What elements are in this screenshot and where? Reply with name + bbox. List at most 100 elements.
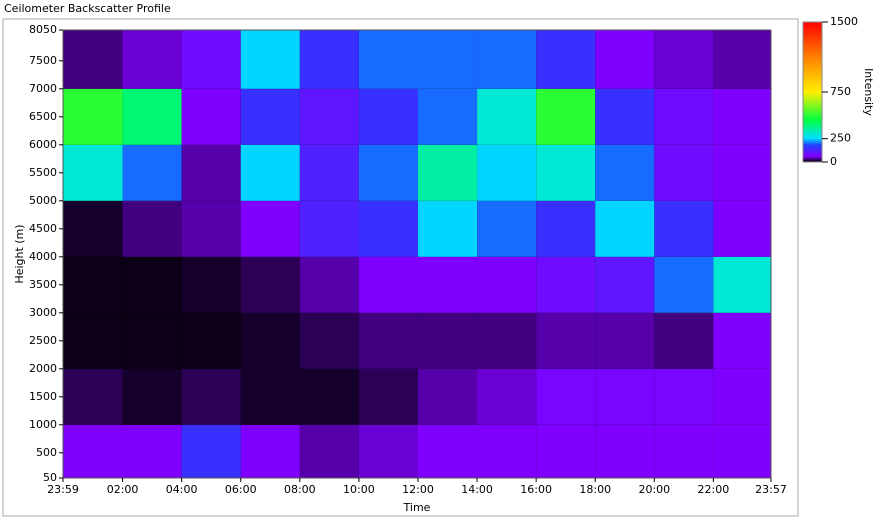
- heatmap-cell: [477, 424, 537, 478]
- heatmap-cell: [299, 424, 359, 478]
- heatmap-cell: [654, 200, 714, 257]
- heatmap-cell: [358, 256, 418, 313]
- heatmap-cell: [122, 88, 182, 145]
- y-tick-label: 3000: [29, 306, 57, 319]
- heatmap-cell: [181, 88, 241, 145]
- x-tick-label: 22:00: [698, 483, 730, 496]
- heatmap-cell: [181, 256, 241, 313]
- heatmap-cell: [299, 88, 359, 145]
- heatmap-cell: [477, 200, 537, 257]
- heatmap-cell: [358, 200, 418, 257]
- y-tick-label: 8050: [29, 23, 57, 36]
- heatmap-cell: [240, 200, 300, 257]
- chart-title: Ceilometer Backscatter Profile: [4, 2, 171, 15]
- colorbar: [802, 21, 823, 163]
- y-tick-label: 500: [36, 446, 57, 459]
- y-tick-label: 6500: [29, 110, 57, 123]
- x-tick-label: 06:00: [225, 483, 257, 496]
- heatmap-cell: [595, 30, 655, 89]
- heatmap-cell: [654, 368, 714, 425]
- heatmap-cell: [477, 368, 537, 425]
- x-axis-label: Time: [403, 501, 431, 514]
- x-tick-label: 04:00: [166, 483, 198, 496]
- heatmap-cell: [536, 200, 596, 257]
- heatmap-cell: [713, 200, 771, 257]
- heatmap-cell: [299, 368, 359, 425]
- y-tick-label: 4000: [29, 250, 57, 263]
- heatmap-cell: [713, 256, 771, 313]
- heatmap-cell: [654, 88, 714, 145]
- heatmap-cell: [358, 424, 418, 478]
- heatmap-cell: [63, 256, 123, 313]
- heatmap-cell: [595, 312, 655, 369]
- heatmap-cell: [299, 144, 359, 201]
- heatmap-cell: [417, 368, 478, 425]
- heatmap-cell: [536, 312, 596, 369]
- heatmap-cell: [358, 30, 418, 89]
- heatmap-cell: [299, 256, 359, 313]
- heatmap-cell: [477, 30, 537, 89]
- heatmap-cell: [654, 144, 714, 201]
- y-tick-label: 5000: [29, 194, 57, 207]
- heatmap-cell: [181, 200, 241, 257]
- x-tick-label: 18:00: [579, 483, 611, 496]
- heatmap-cell: [240, 368, 300, 425]
- heatmap-cell: [477, 312, 537, 369]
- heatmap-cell: [63, 200, 123, 257]
- heatmap-cell: [536, 144, 596, 201]
- y-tick-label: 4500: [29, 222, 57, 235]
- x-tick-label: 23:59: [47, 483, 79, 496]
- heatmap-cell: [181, 424, 241, 478]
- y-axis-label: Height (m): [13, 224, 26, 283]
- heatmap-cell: [536, 256, 596, 313]
- heatmap-cell: [358, 368, 418, 425]
- heatmap-cell: [63, 144, 123, 201]
- heatmap-cell: [299, 200, 359, 257]
- heatmap-cell: [417, 312, 478, 369]
- y-tick-label: 1500: [29, 390, 57, 403]
- heatmap-cell: [63, 368, 123, 425]
- y-tick-label: 7500: [29, 54, 57, 67]
- heatmap-cell: [181, 312, 241, 369]
- heatmap-cell: [63, 88, 123, 145]
- heatmap-cell: [122, 368, 182, 425]
- x-tick-label: 10:00: [343, 483, 375, 496]
- heatmap-cell: [122, 256, 182, 313]
- heatmap-cell: [654, 312, 714, 369]
- y-tick-label: 7000: [29, 82, 57, 95]
- colorbar-tick-label: 750: [830, 85, 851, 98]
- heatmap-cell: [654, 424, 714, 478]
- heatmap-cell: [536, 30, 596, 89]
- heatmap-cell: [240, 88, 300, 145]
- heatmap-cell: [536, 424, 596, 478]
- heatmap-cell: [713, 88, 771, 145]
- heatmap-cell: [358, 144, 418, 201]
- heatmap-cell: [536, 368, 596, 425]
- heatmap-cell: [240, 144, 300, 201]
- heatmap-cell: [63, 30, 123, 89]
- heatmap-cell: [713, 424, 771, 478]
- heatmap-cell: [122, 312, 182, 369]
- heatmap-cell: [181, 368, 241, 425]
- heatmap-cell: [122, 30, 182, 89]
- heatmap-cell: [417, 144, 478, 201]
- heatmap-cell: [713, 312, 771, 369]
- colorbar-tick-label: 1500: [830, 15, 858, 28]
- x-tick-label: 23:57: [755, 483, 787, 496]
- colorbar-label: Intensity: [862, 68, 875, 116]
- x-tick-label: 08:00: [284, 483, 316, 496]
- heatmap-cell: [595, 256, 655, 313]
- heatmap-cell: [713, 368, 771, 425]
- x-tick-label: 14:00: [461, 483, 493, 496]
- heatmap-cell: [417, 424, 478, 478]
- heatmap-cell: [240, 312, 300, 369]
- heatmap-cell: [358, 88, 418, 145]
- y-tick-label: 3500: [29, 278, 57, 291]
- heatmap-cell: [299, 30, 359, 89]
- heatmap-cell: [417, 88, 478, 145]
- heatmap-cell: [417, 256, 478, 313]
- heatmap-cell: [240, 256, 300, 313]
- x-tick-label: 20:00: [638, 483, 670, 496]
- heatmap-cell: [595, 368, 655, 425]
